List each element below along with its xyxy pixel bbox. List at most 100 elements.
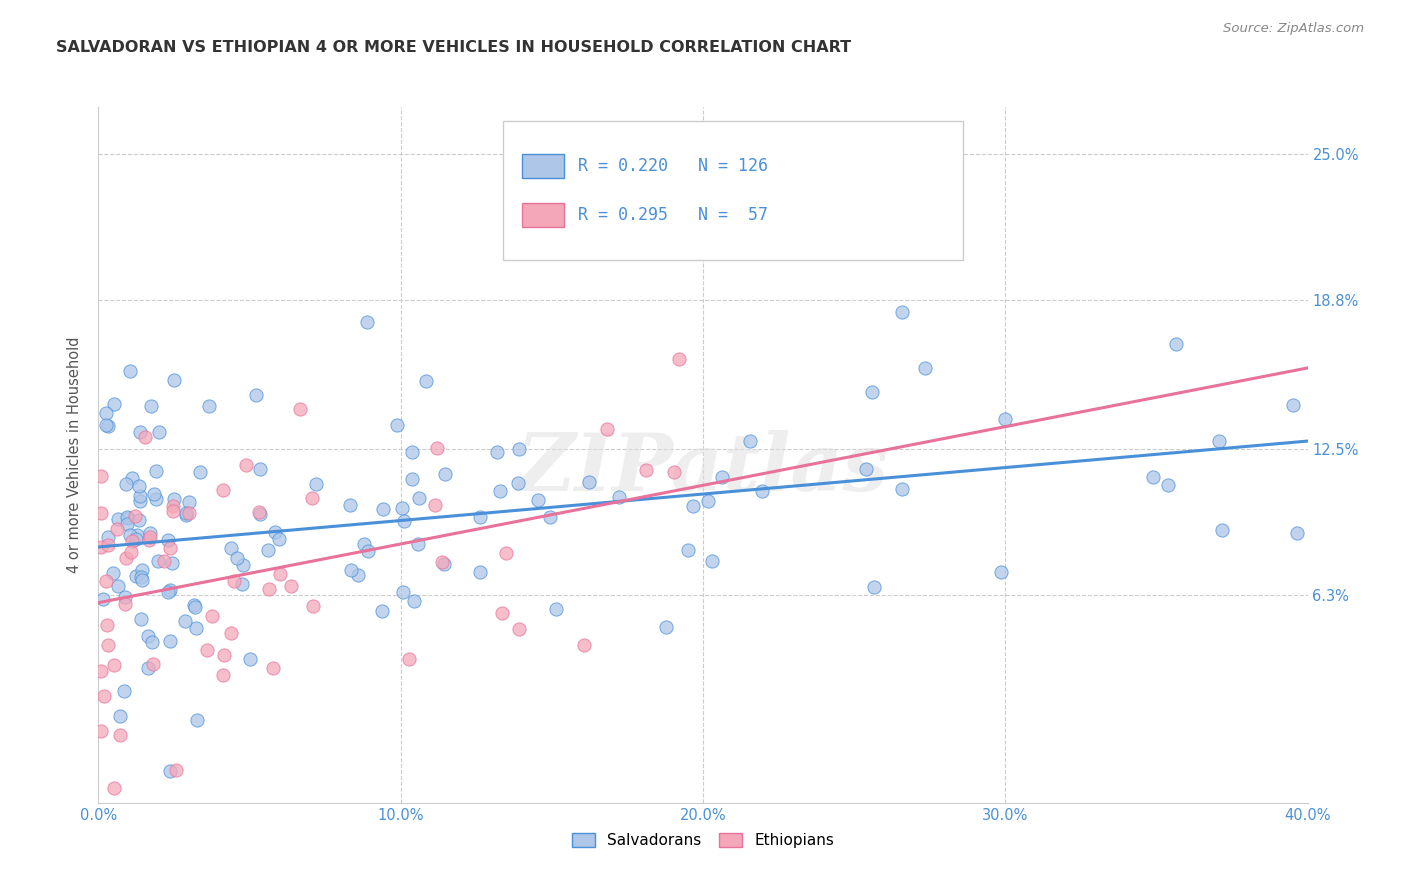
Point [159,582,181,597]
Point [165,763,187,777]
Point [142,487,165,501]
Point [340,563,363,577]
Point [301,491,323,506]
Point [990,565,1012,579]
Point [401,472,423,486]
Point [696,494,718,508]
Point [891,305,914,319]
Point [267,533,290,547]
Point [1142,469,1164,483]
Point [120,527,142,541]
Point [751,484,773,499]
Point [485,445,508,459]
Point [595,422,617,436]
Point [141,635,163,649]
Point [129,425,152,439]
Point [120,364,142,378]
Point [256,542,278,557]
Y-axis label: 4 or more Vehicles in Household: 4 or more Vehicles in Household [67,336,83,574]
Point [339,498,361,512]
Point [90,469,112,483]
Text: ZIPatlas: ZIPatlas [517,430,889,508]
Point [245,388,267,402]
Point [96,617,118,632]
Point [212,483,235,497]
Point [353,537,375,551]
Point [219,626,242,640]
Point [97,529,120,543]
Point [249,461,271,475]
Point [146,554,169,568]
Point [125,569,148,583]
Point [655,620,678,634]
Point [280,579,302,593]
Point [103,657,125,672]
Text: SALVADORAN VS ETHIOPIAN 4 OR MORE VEHICLES IN HOUSEHOLD CORRELATION CHART: SALVADORAN VS ETHIOPIAN 4 OR MORE VEHICL… [56,40,852,55]
Point [156,584,179,599]
Point [108,728,131,742]
Point [105,522,128,536]
Text: R = 0.220   N = 126: R = 0.220 N = 126 [578,157,769,175]
Point [97,539,120,553]
Point [994,412,1017,426]
Point [112,684,135,698]
Point [131,570,153,584]
Point [211,667,233,681]
Point [163,491,186,506]
Point [662,465,685,479]
Point [668,352,690,367]
Point [90,506,112,520]
Point [262,660,284,674]
Point [269,567,291,582]
Point [257,582,280,597]
Point [432,555,454,569]
Point [184,599,207,614]
Point [406,536,429,550]
Point [682,499,704,513]
Point [433,467,456,481]
Point [391,500,413,515]
Point [862,580,884,594]
Point [129,489,152,503]
Point [97,418,120,433]
Point [574,638,596,652]
Text: Source: ZipAtlas.com: Source: ZipAtlas.com [1223,22,1364,36]
Point [139,530,162,544]
Point [235,458,257,473]
Point [159,541,181,556]
Point [128,479,150,493]
Point [232,558,254,573]
Point [115,510,138,524]
Point [914,360,936,375]
Point [212,648,235,663]
Point [107,512,129,526]
Point [186,714,208,728]
Point [148,425,170,439]
Point [263,525,285,540]
Point [131,563,153,577]
Point [222,574,245,589]
Point [195,642,218,657]
Point [117,517,139,532]
Point [139,525,162,540]
Point [159,633,181,648]
Point [468,510,491,524]
Point [94,407,117,421]
Point [117,511,139,525]
Point [239,652,262,666]
Point [162,556,184,570]
Point [128,513,150,527]
Text: R = 0.295   N =  57: R = 0.295 N = 57 [578,206,769,224]
Point [174,508,197,523]
Point [508,622,530,636]
Point [860,385,883,400]
Point [489,483,512,498]
Point [163,373,186,387]
Point [188,465,211,479]
Point [114,597,136,611]
Point [423,498,446,512]
Point [301,599,323,613]
Point [200,608,222,623]
Point [124,509,146,524]
Point [508,442,530,457]
